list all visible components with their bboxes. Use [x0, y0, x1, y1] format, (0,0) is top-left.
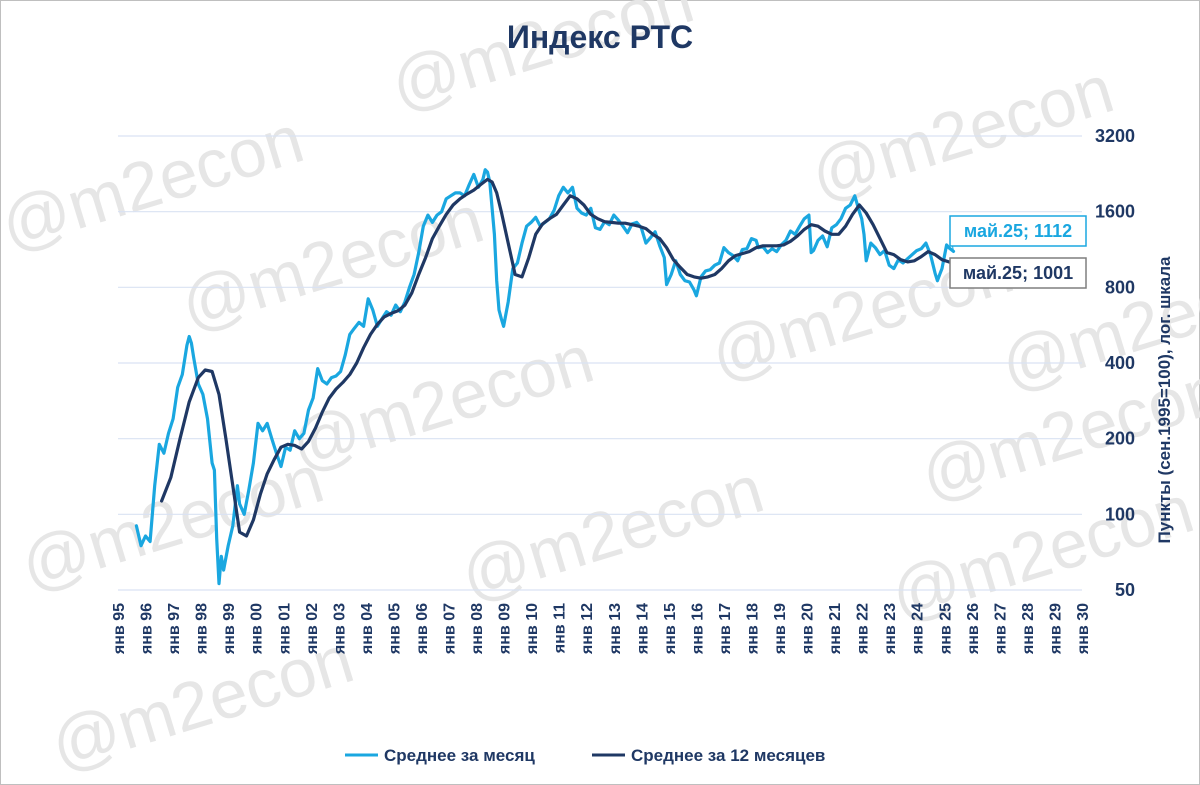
callout-box-12m — [949, 257, 1087, 289]
x-tick-label: янв 05 — [386, 603, 403, 655]
gridlines — [118, 135, 1082, 591]
x-tick-label: янв 19 — [772, 603, 789, 655]
watermark: @m2econ — [802, 51, 1122, 215]
x-tick-label: янв 25 — [937, 603, 954, 655]
x-tick-label: янв 04 — [359, 603, 376, 655]
callout-label-monthly: май.25; 1112 — [964, 221, 1072, 241]
x-tick-label: янв 07 — [442, 603, 459, 655]
x-tick-label: янв 09 — [497, 603, 514, 655]
x-tick-label: янв 12 — [579, 603, 596, 655]
x-tick-label: янв 97 — [166, 603, 183, 655]
y-tick-label: 800 — [1105, 277, 1135, 297]
y-tick-label: 200 — [1105, 429, 1135, 449]
callout-label-12m: май.25; 1001 — [963, 263, 1073, 283]
x-tick-label: янв 20 — [800, 603, 817, 655]
series-lines — [134, 168, 956, 586]
x-tick-label: янв 26 — [965, 603, 982, 655]
x-tick-label: янв 13 — [607, 603, 624, 655]
watermark: @m2econ — [702, 231, 1022, 395]
x-tick-label: янв 10 — [524, 603, 541, 655]
y-tick-label: 400 — [1105, 353, 1135, 373]
x-tick-label: янв 06 — [414, 603, 431, 655]
x-tick-label: янв 99 — [221, 603, 238, 655]
y-axis-ticks: 50 100 200 400 800 1600 3200 — [1095, 126, 1135, 600]
x-tick-label: янв 23 — [882, 603, 899, 655]
y-tick-label: 1600 — [1095, 202, 1135, 222]
x-tick-label: янв 00 — [249, 603, 266, 655]
callout-box-monthly — [949, 215, 1087, 247]
x-tick-label: янв 28 — [1020, 603, 1037, 655]
x-tick-label: янв 01 — [276, 603, 293, 655]
legend-label-monthly: Среднее за месяц — [384, 746, 535, 765]
x-tick-label: янв 16 — [689, 603, 706, 655]
chart-title: Индекс РТС — [507, 19, 693, 55]
x-tick-label: янв 30 — [1075, 603, 1092, 655]
x-axis-ticks: янв 95 янв 96 янв 97 янв 98 янв 99 янв 00 янв … — [111, 603, 1092, 655]
callouts: май.25; 1112 май.25; 1001 — [949, 215, 1087, 289]
watermark: @m2econ — [12, 441, 332, 605]
y-tick-label: 100 — [1105, 504, 1135, 524]
y-tick-label: 50 — [1115, 580, 1135, 600]
x-tick-label: янв 95 — [111, 603, 128, 655]
x-tick-label: янв 96 — [139, 603, 156, 655]
x-tick-label: янв 03 — [331, 603, 348, 655]
y-tick-label: 3200 — [1095, 126, 1135, 146]
legend: Среднее за месяц Среднее за 12 месяцев — [345, 746, 825, 765]
series-line-12m — [160, 177, 956, 538]
x-tick-label: янв 24 — [910, 603, 927, 655]
legend-label-12m: Среднее за 12 месяцев — [631, 746, 825, 765]
x-tick-label: янв 22 — [855, 603, 872, 655]
x-tick-label: янв 14 — [634, 603, 651, 655]
x-tick-label: янв 29 — [1047, 603, 1064, 655]
x-tick-label: янв 27 — [992, 603, 1009, 655]
x-tick-label: янв 17 — [717, 603, 734, 655]
y-axis-label: Пункты (сен.1995=100), лог. шкала — [1155, 256, 1174, 544]
x-tick-label: янв 11 — [552, 603, 569, 654]
x-tick-label: янв 08 — [469, 603, 486, 655]
watermark: @m2econ — [0, 101, 312, 265]
x-tick-label: янв 15 — [662, 603, 679, 655]
x-tick-label: янв 02 — [304, 603, 321, 655]
watermark: @m2econ — [282, 321, 602, 485]
x-tick-label: янв 98 — [194, 603, 211, 655]
x-tick-label: янв 21 — [827, 603, 844, 655]
x-tick-label: янв 18 — [744, 603, 761, 655]
